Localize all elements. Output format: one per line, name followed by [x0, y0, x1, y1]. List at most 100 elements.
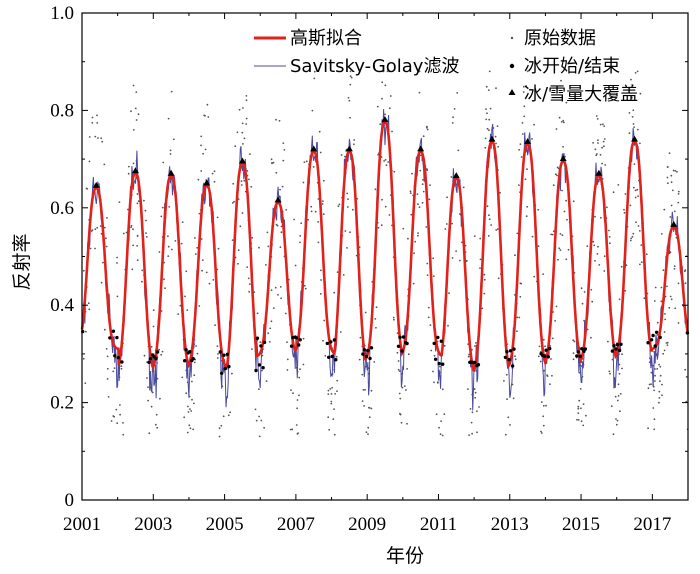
raw-data-point	[659, 365, 662, 368]
raw-data-point	[633, 186, 635, 189]
raw-data-point	[633, 126, 635, 128]
raw-data-point	[579, 388, 582, 390]
raw-data-point	[565, 199, 567, 202]
raw-data-point	[559, 233, 562, 235]
raw-data-point	[538, 345, 541, 348]
raw-data-point	[624, 289, 627, 292]
max-cover-point	[381, 116, 389, 123]
raw-data-point	[248, 283, 251, 285]
raw-data-point	[561, 189, 563, 192]
ice-onoff-point	[619, 342, 623, 346]
raw-data-point	[135, 91, 138, 93]
raw-data-point	[479, 237, 482, 240]
raw-data-point	[438, 426, 440, 429]
raw-data-point	[647, 387, 650, 390]
ice-onoff-point	[191, 357, 195, 361]
raw-data-point	[518, 184, 520, 187]
raw-data-point	[237, 249, 240, 252]
raw-data-point	[152, 309, 155, 312]
raw-data-point	[459, 259, 461, 262]
raw-data-point	[195, 345, 198, 347]
raw-data-point	[317, 241, 320, 244]
raw-data-point	[603, 255, 606, 258]
raw-data-point	[370, 389, 373, 392]
max-cover-point	[452, 172, 460, 179]
raw-data-point	[141, 280, 143, 283]
raw-data-point	[214, 324, 217, 326]
ice-onoff-point	[327, 355, 331, 359]
raw-data-point	[577, 405, 580, 408]
raw-data-point	[670, 174, 673, 177]
raw-data-point	[432, 257, 435, 260]
raw-data-point	[661, 394, 663, 397]
raw-data-point	[481, 307, 484, 310]
raw-data-point	[495, 87, 497, 90]
raw-data-point	[91, 229, 94, 232]
raw-data-point	[87, 302, 90, 305]
raw-data-point	[439, 365, 441, 368]
raw-data-point	[327, 416, 330, 419]
raw-data-point	[660, 233, 663, 235]
max-cover-point	[131, 167, 139, 174]
raw-data-point	[419, 154, 422, 157]
raw-data-point	[303, 284, 306, 287]
raw-data-point	[379, 123, 382, 126]
raw-data-point	[324, 355, 327, 357]
raw-data-point	[94, 135, 97, 138]
raw-data-point	[353, 143, 355, 146]
raw-data-point	[122, 232, 125, 235]
raw-data-point	[342, 274, 345, 276]
raw-data-point	[292, 392, 294, 395]
raw-data-point	[179, 304, 182, 307]
raw-data-point	[609, 372, 611, 375]
raw-data-point	[374, 188, 377, 191]
ice-onoff-point	[261, 366, 265, 370]
ice-onoff-point	[436, 335, 440, 340]
raw-data-point	[189, 427, 192, 430]
raw-data-point	[664, 318, 667, 321]
raw-data-point	[384, 84, 387, 87]
raw-data-point	[159, 397, 161, 400]
raw-data-point	[318, 130, 321, 133]
raw-data-point	[549, 383, 551, 386]
raw-data-point	[242, 143, 244, 145]
raw-data-point	[272, 161, 275, 164]
raw-data-point	[336, 271, 339, 273]
raw-data-point	[663, 331, 666, 333]
ice-onoff-point	[113, 354, 117, 358]
raw-data-point	[552, 230, 555, 233]
raw-data-point	[330, 393, 333, 395]
legend: 高斯拟合 Savitsky-Golay滤波 原始数据 冰开始/结束 冰/雪量大覆…	[254, 28, 638, 105]
raw-data-point	[251, 348, 253, 350]
raw-data-point	[102, 261, 104, 264]
raw-data-point	[388, 70, 391, 73]
raw-data-point	[130, 224, 133, 227]
raw-data-point	[136, 259, 139, 262]
raw-data-point	[106, 355, 109, 358]
legend-max-cover-label: 冰/雪量大覆盖	[524, 84, 638, 105]
raw-data-point	[285, 209, 288, 211]
raw-data-point	[189, 408, 191, 410]
raw-data-point	[650, 371, 653, 374]
raw-data-point	[167, 255, 170, 257]
ice-onoff-point	[469, 360, 473, 364]
ice-onoff-point	[115, 335, 119, 340]
raw-data-point	[591, 300, 594, 303]
raw-data-point	[198, 212, 201, 215]
raw-data-point	[608, 229, 610, 232]
raw-data-point	[106, 217, 108, 219]
ice-onoff-point	[503, 355, 508, 360]
raw-data-point	[601, 146, 603, 149]
raw-data-point	[145, 219, 147, 222]
raw-data-point	[185, 270, 188, 273]
raw-data-point	[365, 431, 368, 434]
raw-data-point	[296, 407, 298, 410]
raw-data-point	[483, 292, 486, 295]
raw-data-point	[249, 153, 251, 156]
raw-data-point	[161, 206, 164, 209]
raw-data-point	[279, 246, 282, 249]
raw-data-point	[334, 393, 336, 395]
raw-data-point	[551, 233, 554, 236]
raw-data-point	[320, 279, 322, 281]
raw-data-point	[167, 117, 170, 120]
